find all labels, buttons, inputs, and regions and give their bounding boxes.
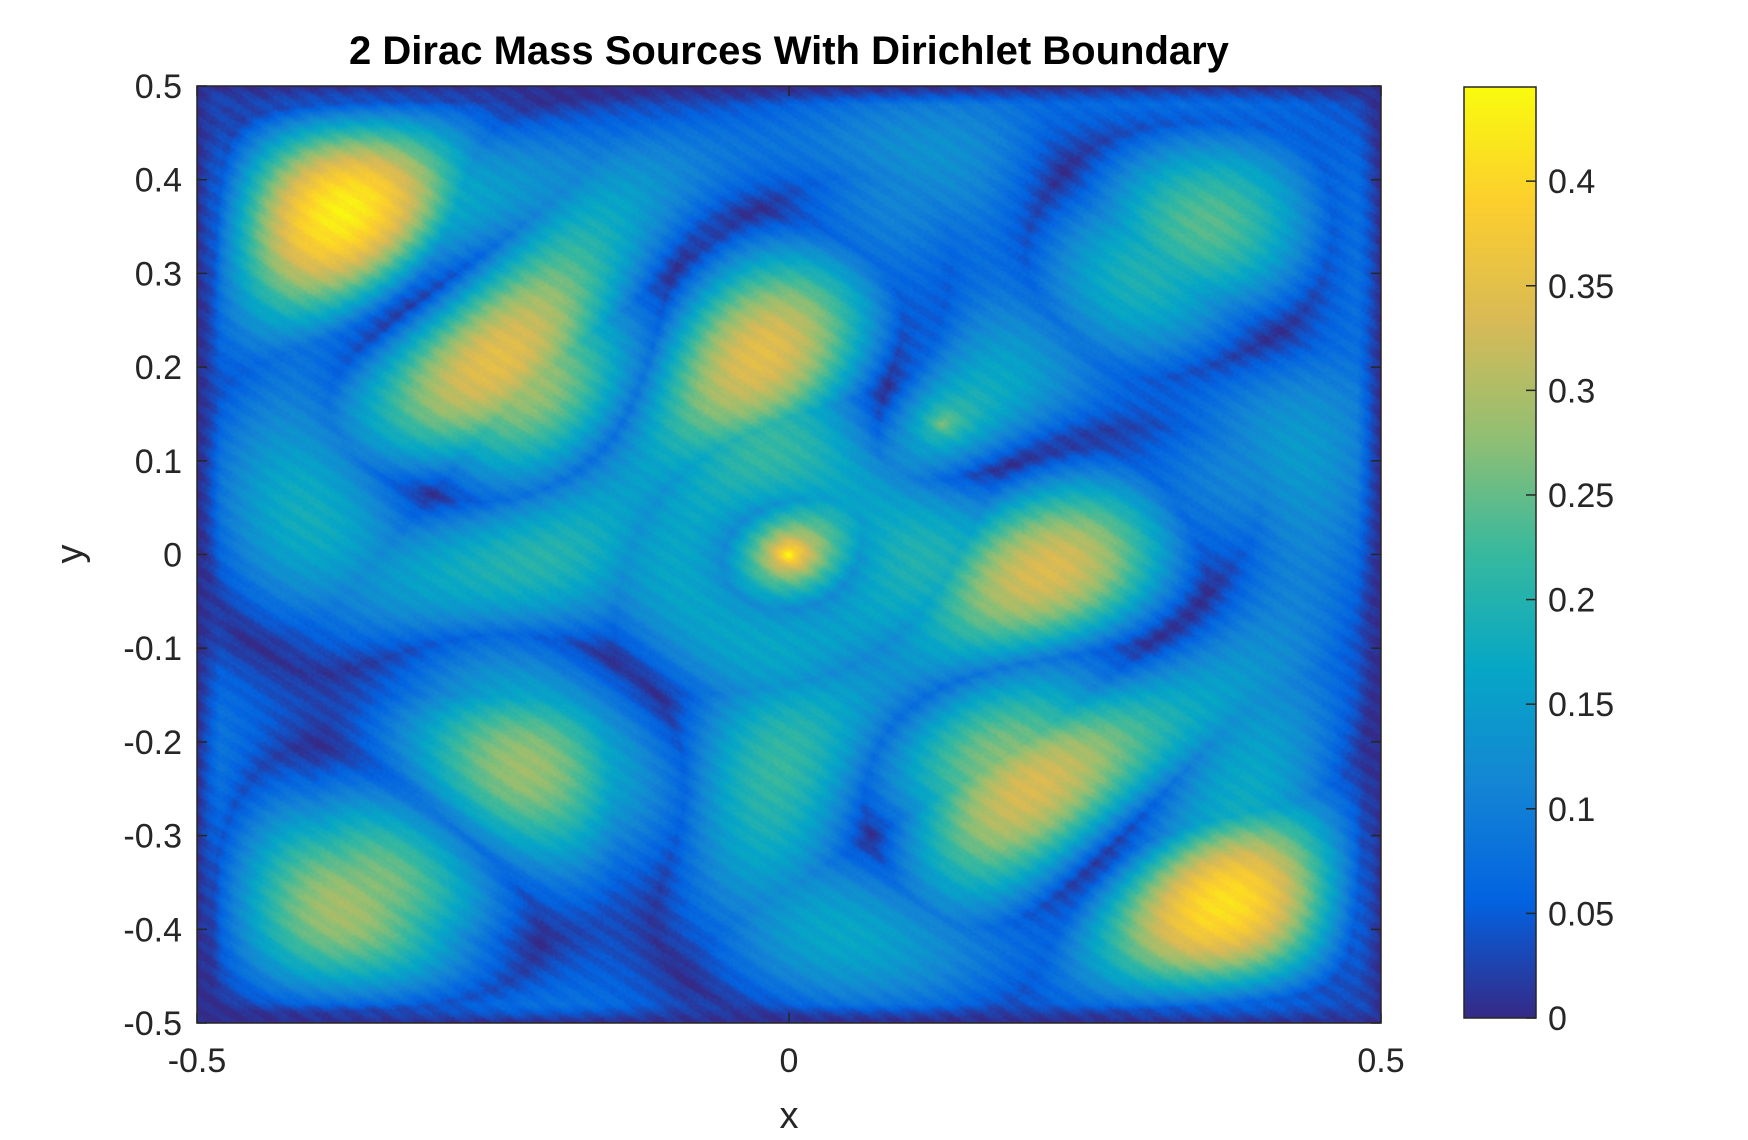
y-tick-label: 0.1 xyxy=(135,443,182,481)
y-tick-label: 0.4 xyxy=(135,162,182,200)
x-tick-label: -0.5 xyxy=(168,1042,227,1080)
y-tick-label: 0.5 xyxy=(135,68,182,106)
x-tick-label: 0.5 xyxy=(1357,1042,1404,1080)
y-axis-label: y xyxy=(49,545,91,564)
colorbar-frame xyxy=(1463,86,1537,1019)
y-tick-label: -0.5 xyxy=(123,1005,182,1043)
colorbar-tick-label: 0.35 xyxy=(1548,268,1614,306)
y-axis-ticks: 0.5 0.4 0.3 0.2 0.1 0 -0.1 -0.2 -0.3 -0.4 -0.5 xyxy=(123,68,1381,1043)
colorbar-tick-label: 0.15 xyxy=(1548,686,1614,724)
y-tick-label: -0.2 xyxy=(123,724,182,762)
y-tick-label: -0.3 xyxy=(123,818,182,856)
colorbar-tick-label: 0 xyxy=(1548,1000,1567,1038)
x-tick-label: 0 xyxy=(780,1042,799,1080)
y-tick-label: 0.2 xyxy=(135,349,182,387)
y-tick-label: 0.3 xyxy=(135,255,182,293)
y-tick-label: -0.4 xyxy=(123,911,182,949)
colorbar-gradient xyxy=(1464,87,1536,1018)
colorbar-tick-label: 0.25 xyxy=(1548,477,1614,515)
colorbar-tick-label: 0.3 xyxy=(1548,372,1595,410)
plot-axes: 0.5 0.4 0.3 0.2 0.1 0 -0.1 -0.2 -0.3 -0.4 -0.5 -0.… xyxy=(123,68,1404,1080)
colorbar-tick-label: 0.4 xyxy=(1548,163,1595,201)
plot-frame xyxy=(196,85,1382,1024)
colorbar-tick-label: 0.2 xyxy=(1548,582,1595,620)
y-tick-label: 0 xyxy=(163,537,182,575)
colorbar-tick-label: 0.1 xyxy=(1548,791,1595,829)
heatmap-image xyxy=(197,86,1381,1023)
x-axis-label: x xyxy=(780,1095,799,1137)
colorbar-ticks: 0.4 0.35 0.3 0.25 0.2 0.15 0.1 0.05 0 xyxy=(1526,163,1614,1038)
x-axis-ticks: -0.5 0 0.5 xyxy=(168,86,1405,1080)
colorbar-tick-label: 0.05 xyxy=(1548,895,1614,933)
chart-title: 2 Dirac Mass Sources With Dirichlet Boun… xyxy=(349,29,1230,73)
colorbar: 0.4 0.35 0.3 0.25 0.2 0.15 0.1 0.05 0 xyxy=(1463,86,1614,1038)
y-tick-label: -0.1 xyxy=(123,630,182,668)
